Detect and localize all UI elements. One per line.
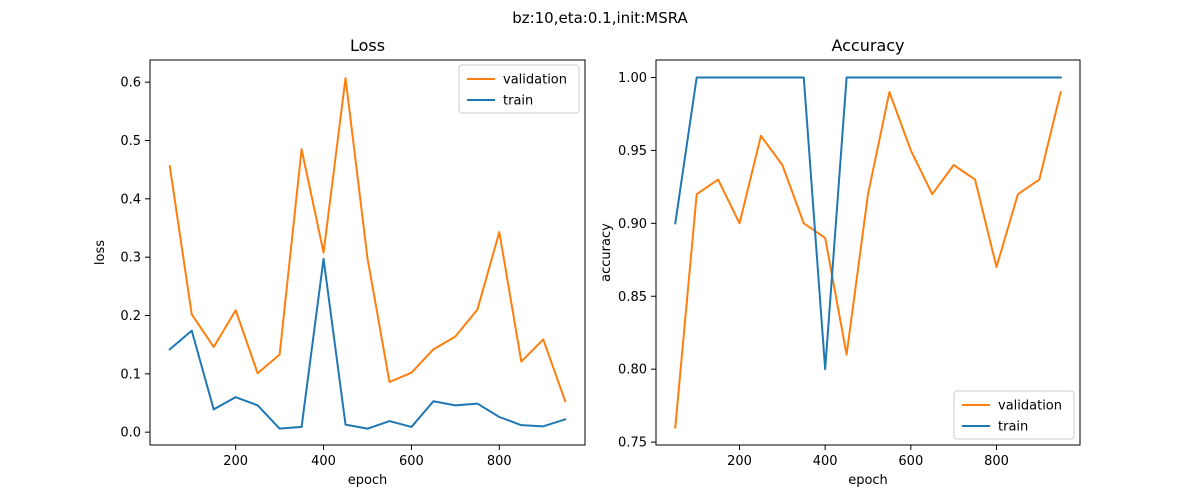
- y-tick-label: 0.95: [618, 144, 647, 159]
- y-tick-label: 0.5: [120, 134, 141, 149]
- y-tick-label: 0.85: [618, 290, 647, 305]
- y-tick-label: 0.2: [120, 309, 141, 324]
- y-tick-label: 0.4: [120, 192, 141, 207]
- x-tick-label: 400: [813, 454, 838, 469]
- x-tick-label: 400: [311, 454, 336, 469]
- legend: validation train: [458, 64, 580, 114]
- x-tick-label: 800: [487, 454, 512, 469]
- y-tick-label: 0.3: [120, 251, 141, 266]
- y-tick-label: 0.1: [120, 367, 141, 382]
- legend: validation train: [953, 390, 1075, 440]
- x-tick-label: 800: [984, 454, 1009, 469]
- y-tick-label: 0.6: [120, 76, 141, 91]
- x-tick-label: 200: [727, 454, 752, 469]
- legend-label-validation: validation: [998, 399, 1062, 414]
- legend-label-validation: validation: [503, 73, 567, 88]
- loss-chart: 200 400 600 800 0.0 0.1 0.2 0.3 0.4 0.5 0.6 Loss epo…: [93, 36, 586, 488]
- x-axis-label: epoch: [848, 473, 888, 488]
- y-tick-label: 0.0: [120, 426, 141, 441]
- plot-frame: [149, 59, 586, 446]
- plot-frame: [655, 59, 1081, 446]
- series-line-train: [168, 257, 567, 430]
- series-line-validation: [168, 77, 567, 403]
- y-tick-label: 0.90: [618, 217, 647, 232]
- y-axis-label: loss: [93, 240, 108, 265]
- legend-label-train: train: [503, 94, 533, 109]
- accuracy-chart: 200 400 600 800 0.75 0.80 0.85 0.90 0.95 1.00 Accu…: [599, 36, 1081, 488]
- y-tick-label: 0.75: [618, 436, 647, 451]
- series-line-validation: [674, 90, 1062, 429]
- y-tick-label: 1.00: [618, 71, 647, 86]
- y-tick-label: 0.80: [618, 363, 647, 378]
- x-tick-label: 600: [399, 454, 424, 469]
- chart-title: Loss: [350, 36, 385, 55]
- legend-label-train: train: [998, 420, 1028, 435]
- x-tick-label: 600: [898, 454, 923, 469]
- chart-title: Accuracy: [831, 36, 904, 55]
- figure-suptitle: bz:10,eta:0.1,init:MSRA: [512, 9, 688, 27]
- x-axis-label: epoch: [348, 473, 388, 488]
- x-tick-label: 200: [223, 454, 248, 469]
- series-line-train: [674, 76, 1062, 371]
- y-axis-label: accuracy: [599, 223, 614, 282]
